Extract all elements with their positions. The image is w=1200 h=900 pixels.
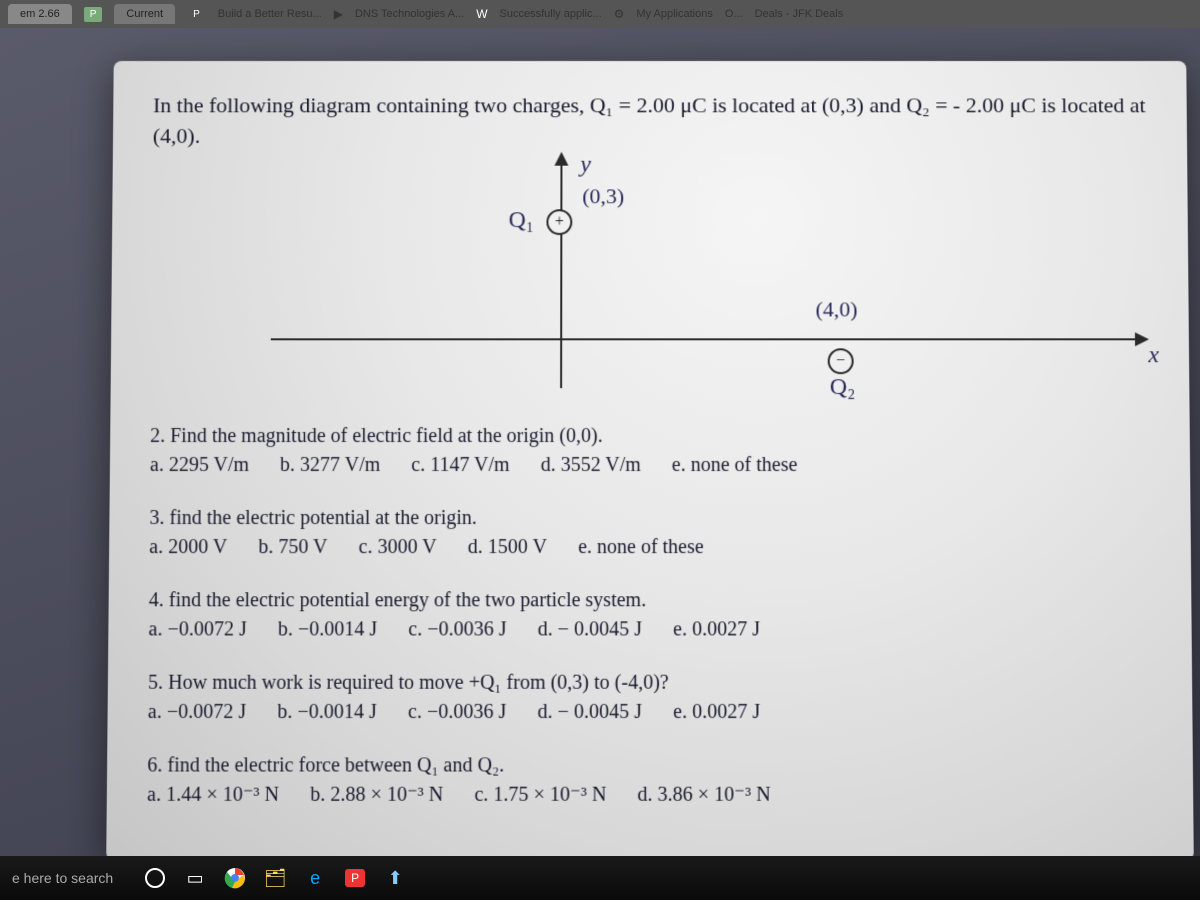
answers-6: a. 1.44 × 10⁻³ N b. 2.88 × 10⁻³ N c. 1.7… xyxy=(147,780,1153,809)
answer-2d: d. 3552 V/m xyxy=(541,454,641,476)
answer-6c: c. 1.75 × 10⁻³ N xyxy=(474,783,606,805)
tab-p-badge: P xyxy=(84,7,103,22)
answers-2: a. 2295 V/m b. 3277 V/m c. 1147 V/m d. 3… xyxy=(150,451,1150,480)
answer-3c: c. 3000 V xyxy=(359,536,437,558)
physics-worksheet: In the following diagram containing two … xyxy=(106,61,1194,861)
answer-6a: a. 1.44 × 10⁻³ N xyxy=(147,783,279,805)
bookmark-item[interactable]: Deals - JFK Deals xyxy=(755,8,844,20)
charge-q2-label: Q₂ xyxy=(830,374,856,401)
app-icon[interactable]: P xyxy=(337,860,373,896)
answer-5e: e. 0.0027 J xyxy=(673,700,760,722)
file-explorer-icon[interactable]: 🗂 xyxy=(257,860,293,896)
question-5: 5. How much work is required to move +Q₁… xyxy=(148,668,1152,697)
coord-q1: (0,3) xyxy=(582,183,624,209)
bookmark-item[interactable]: My Applications xyxy=(636,8,712,20)
answer-2e: e. none of these xyxy=(672,454,798,476)
answer-5c: c. −0.0036 J xyxy=(408,700,506,722)
answer-3b: b. 750 V xyxy=(258,536,327,558)
cortana-icon[interactable] xyxy=(137,860,173,896)
answer-4c: c. −0.0036 J xyxy=(408,618,506,640)
answer-6b: b. 2.88 × 10⁻³ N xyxy=(310,783,443,805)
content-photo: In the following diagram containing two … xyxy=(0,28,1200,900)
taskbar-search[interactable]: e here to search xyxy=(12,870,113,886)
bookmark-item[interactable]: Successfully applic... xyxy=(500,8,602,20)
task-view-icon[interactable]: ▭ xyxy=(177,860,213,896)
coord-q2: (4,0) xyxy=(816,296,858,322)
answers-4: a. −0.0072 J b. −0.0014 J c. −0.0036 J d… xyxy=(148,615,1151,644)
problem-intro: In the following diagram containing two … xyxy=(153,91,1148,152)
bookmark-item[interactable]: DNS Technologies A... xyxy=(355,8,464,20)
browser-tab-current[interactable]: Current xyxy=(114,4,175,24)
browser-tab-bar: em 2.66 P Current P Build a Better Resu.… xyxy=(0,0,1200,28)
question-3: 3. find the electric potential at the or… xyxy=(149,504,1150,533)
answer-3e: e. none of these xyxy=(578,536,704,558)
charge-q2: − xyxy=(828,348,854,374)
question-6: 6. find the electric force between Q₁ an… xyxy=(147,751,1153,780)
x-axis xyxy=(271,338,1139,340)
bookmark-item[interactable]: Build a Better Resu... xyxy=(218,8,322,20)
answer-4a: a. −0.0072 J xyxy=(148,618,246,640)
answer-3d: d. 1500 V xyxy=(468,536,547,558)
charge-q1-label: Q₁ xyxy=(509,207,535,234)
answer-2b: b. 3277 V/m xyxy=(280,454,380,476)
answer-3a: a. 2000 V xyxy=(149,536,227,558)
question-2: 2. Find the magnitude of electric field … xyxy=(150,422,1150,451)
app-icon-2[interactable]: ⬆ xyxy=(377,860,413,896)
answer-2c: c. 1147 V/m xyxy=(411,454,509,476)
coordinate-diagram: y x + Q₁ (0,3) − Q₂ (4,0) xyxy=(151,159,1150,397)
y-axis xyxy=(560,159,562,387)
answer-4b: b. −0.0014 J xyxy=(278,618,377,640)
edge-icon[interactable]: e xyxy=(297,860,333,896)
answer-2a: a. 2295 V/m xyxy=(150,454,249,476)
answers-3: a. 2000 V b. 750 V c. 3000 V d. 1500 V e… xyxy=(149,533,1151,562)
charge-q1: + xyxy=(546,209,572,235)
y-axis-label: y xyxy=(580,151,591,178)
windows-taskbar: e here to search ▭ 🗂 e P ⬆ xyxy=(0,856,1200,900)
chrome-icon[interactable] xyxy=(217,860,253,896)
bookmark-item[interactable]: O... xyxy=(725,8,743,20)
answer-5a: a. −0.0072 J xyxy=(148,700,247,722)
answer-5b: b. −0.0014 J xyxy=(277,700,377,722)
x-axis-label: x xyxy=(1148,342,1159,369)
tab-p-badge-2: P xyxy=(187,7,206,22)
answer-4e: e. 0.0027 J xyxy=(673,618,760,640)
x-axis-arrow xyxy=(1135,332,1149,346)
answer-6d: d. 3.86 × 10⁻³ N xyxy=(638,783,771,805)
answers-5: a. −0.0072 J b. −0.0014 J c. −0.0036 J d… xyxy=(148,697,1153,726)
answer-4d: d. − 0.0045 J xyxy=(538,618,642,640)
answer-5d: d. − 0.0045 J xyxy=(537,700,642,722)
question-4: 4. find the electric potential energy of… xyxy=(149,586,1152,615)
browser-tab[interactable]: em 2.66 xyxy=(8,4,72,24)
